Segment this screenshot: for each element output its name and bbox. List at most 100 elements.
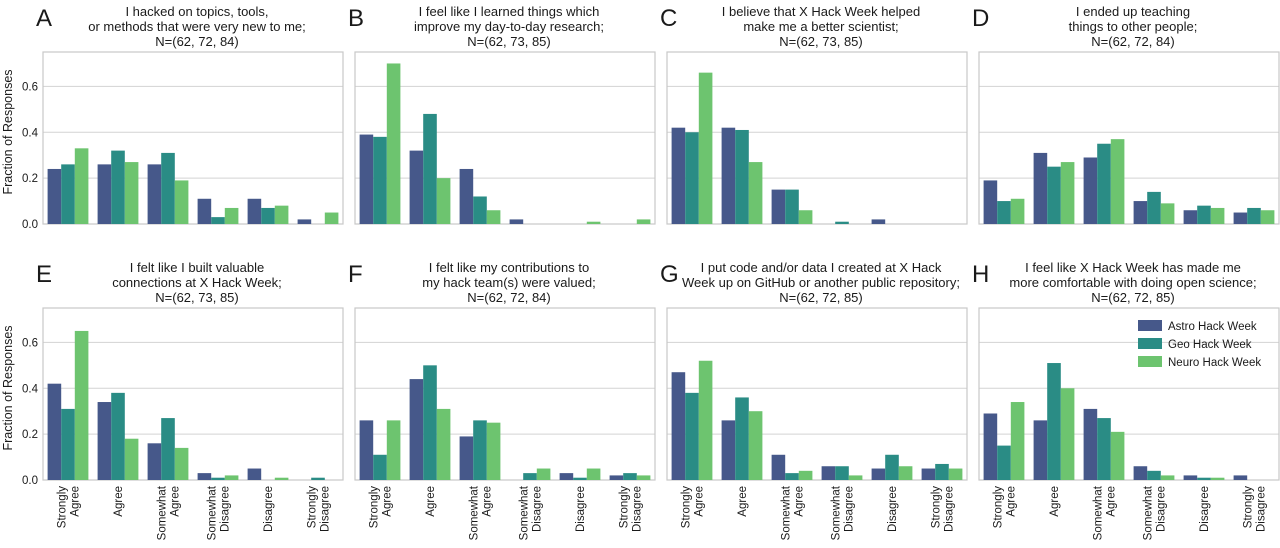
y-axis-label: Fraction of Responses [1,69,15,194]
panel-letter: H [972,261,989,288]
bar-e-astro-2 [147,443,162,480]
panel-title-line: or methods that were very new to me; [88,19,305,34]
bar-a-neuro-1 [124,162,139,224]
bar-d-astro-4 [1183,210,1198,224]
legend-swatch [1138,338,1162,349]
panel-title-line: N=(62, 72, 84) [467,290,550,305]
y-axis-label: Fraction of Responses [1,325,15,450]
category-label: Strongly [307,486,319,528]
bar-f-neuro-4 [586,468,601,480]
bar-b-geo-0 [373,136,387,224]
bar-d-geo-2 [1097,143,1111,224]
panel-title-line: connections at X Hack Week; [112,275,282,290]
bar-f-geo-3 [523,473,537,480]
bar-h-astro-0 [983,413,998,480]
bar-h-astro-3 [1133,466,1148,480]
bar-d-geo-0 [997,201,1011,224]
bar-b-neuro-2 [486,210,501,224]
bar-f-astro-0 [359,420,374,480]
panel-a: 0.0 0.2 0.4 0.6 Fraction of Responses A I hack… [1,4,344,231]
bar-e-astro-4 [247,468,262,480]
bar-b-astro-0 [359,134,374,224]
bar-b-geo-1 [423,113,437,224]
category-label: Agree [70,486,82,517]
bar-e-neuro-4 [274,477,289,480]
bar-f-astro-4 [559,473,574,480]
bar-g-neuro-2 [798,470,813,480]
panel-f: Strongly Agree Agree Somewhat Agree Somewhat D… [348,260,656,540]
bar-h-astro-2 [1083,408,1098,480]
bar-c-neuro-2 [798,210,813,224]
panel-frame [978,51,1280,225]
bar-c-geo-1 [735,129,749,224]
bar-d-neuro-2 [1110,139,1125,224]
bar-e-geo-2 [161,418,175,480]
category-label: Disagree [532,486,544,532]
panel-title-line: N=(62, 72, 84) [1091,34,1174,49]
panel-title-line: N=(62, 72, 84) [155,34,238,49]
y-tick-label: 0.2 [22,429,38,441]
bar-g-geo-4 [885,454,899,480]
bar-a-geo-4 [261,207,275,224]
panel-frame [354,51,656,225]
panel-frame [42,51,344,225]
bar-h-neuro-0 [1010,402,1025,480]
category-label: Disagree [887,486,899,532]
category-label: Agree [113,486,125,517]
panel-letter: E [36,261,52,288]
category-label: Disagree [263,486,275,532]
category-label: Disagree [944,486,956,532]
panel-title-line: Week up on GitHub or another public repo… [682,275,960,290]
panel-title-line: N=(62, 73, 85) [779,34,862,49]
panel-e: 0.0 0.2 0.4 0.6 Fraction of Responses Strongl… [1,260,344,540]
bar-g-astro-4 [871,468,886,480]
bar-a-neuro-2 [174,180,189,224]
panel-title-line: N=(62, 72, 85) [779,290,862,305]
panel-b: B I feel like I learned things whichimpro… [348,4,656,225]
category-label: Somewhat [207,485,219,540]
category-label: Disagree [844,486,856,532]
bar-d-geo-5 [1247,207,1261,224]
panel-h: Strongly Agree Agree Somewhat Agree Somewhat D… [972,260,1280,540]
y-tick-label: 0.0 [22,219,38,231]
bar-f-astro-1 [409,379,424,480]
bar-a-geo-0 [61,164,75,224]
bar-d-astro-0 [983,180,998,224]
bar-b-neuro-1 [436,178,451,224]
panel-title-line: I feel like X Hack Week has made me [1025,260,1241,275]
bar-g-neuro-5 [948,468,963,480]
bar-c-astro-0 [671,127,686,224]
panel-title-line: I feel like I learned things which [419,4,600,19]
bar-e-neuro-3 [224,475,239,480]
panel-letter: B [348,5,364,32]
y-tick-label: 0.4 [22,127,39,139]
panel-frame [42,307,344,481]
bar-d-astro-1 [1033,152,1048,224]
bar-g-astro-0 [671,372,686,480]
bar-g-astro-1 [721,420,736,480]
y-tick-label: 0.6 [22,337,38,349]
panel-title-line: I ended up teaching [1076,4,1190,19]
bar-g-geo-2 [785,473,799,480]
bar-d-neuro-0 [1010,198,1025,224]
panel-frame [666,307,968,481]
bar-h-geo-4 [1197,477,1211,480]
bar-b-astro-2 [459,168,474,224]
bar-g-neuro-1 [748,411,763,480]
bar-f-geo-1 [423,365,437,480]
bar-c-geo-3 [835,221,849,224]
bar-g-geo-1 [735,397,749,480]
bar-g-neuro-0 [698,360,713,480]
bar-c-geo-0 [685,132,699,224]
bar-h-astro-5 [1233,475,1248,480]
panel-title-line: I believe that X Hack Week helped [722,4,921,19]
bar-c-astro-1 [721,127,736,224]
bar-g-astro-5 [921,468,936,480]
category-label: Agree [425,486,437,517]
category-label: Disagree [1156,486,1168,532]
category-label: Agree [794,486,806,517]
category-label: Disagree [1256,486,1268,532]
legend-label: Geo Hack Week [1168,339,1252,351]
category-label: Disagree [632,486,644,532]
